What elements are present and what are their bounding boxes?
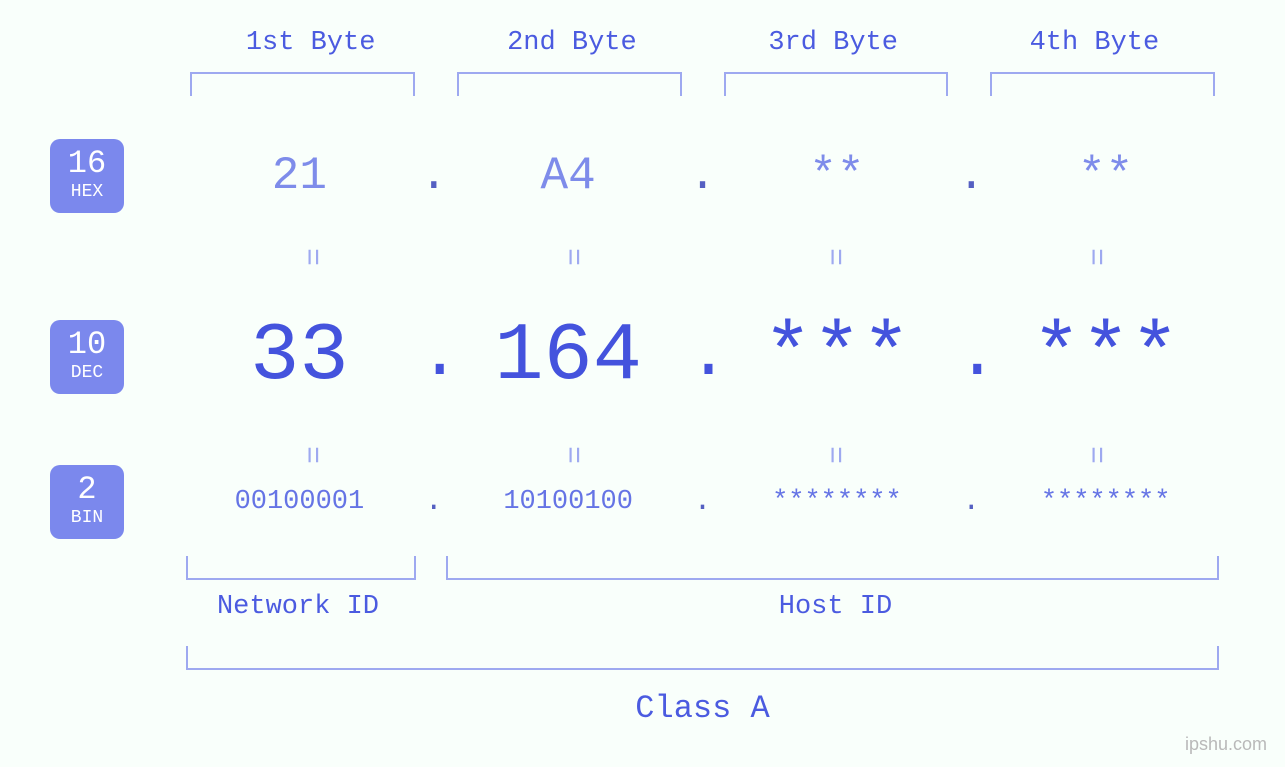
bracket-icon bbox=[446, 556, 1219, 580]
bracket-icon bbox=[990, 72, 1215, 96]
equals-row-1: = = = = bbox=[180, 240, 1225, 274]
separator-dot: . bbox=[956, 150, 986, 202]
bracket-icon bbox=[186, 646, 1219, 670]
bracket-icon bbox=[190, 72, 415, 96]
badge-dec-label: DEC bbox=[71, 363, 103, 385]
badge-dec-number: 10 bbox=[68, 329, 106, 361]
class-bracket-wrap bbox=[186, 646, 1219, 670]
badge-hex: 16 HEX bbox=[50, 139, 124, 213]
bin-byte-1: 00100001 bbox=[180, 487, 419, 517]
equals-icon: = bbox=[294, 324, 328, 585]
separator-dot: . bbox=[956, 317, 986, 396]
badge-hex-number: 16 bbox=[68, 148, 106, 180]
bin-byte-3: ******** bbox=[718, 487, 957, 517]
network-host-brackets bbox=[180, 556, 1225, 580]
bin-byte-2: 10100100 bbox=[449, 487, 688, 517]
badge-bin-label: BIN bbox=[71, 508, 103, 530]
network-id-label: Network ID bbox=[180, 592, 416, 622]
separator-dot: . bbox=[688, 485, 718, 519]
row-bin: 2 BIN 00100001 . 10100100 . ******** . *… bbox=[0, 485, 1285, 519]
byte-header-1: 1st Byte bbox=[180, 28, 441, 58]
byte-header-2: 2nd Byte bbox=[441, 28, 702, 58]
byte-headers-row: 1st Byte 2nd Byte 3rd Byte 4th Byte bbox=[180, 28, 1225, 58]
hex-cells: 21 . A4 . ** . ** bbox=[180, 150, 1225, 202]
bracket-icon bbox=[457, 72, 682, 96]
equals-icon: = bbox=[555, 324, 589, 585]
bin-byte-4: ******** bbox=[986, 487, 1225, 517]
byte-brackets-top bbox=[180, 72, 1225, 96]
bracket-icon bbox=[724, 72, 949, 96]
network-host-labels: Network ID Host ID bbox=[180, 592, 1225, 622]
separator-dot: . bbox=[419, 150, 449, 202]
dec-cells: 33 . 164 . *** . *** bbox=[180, 310, 1225, 403]
bin-cells: 00100001 . 10100100 . ******** . *******… bbox=[180, 485, 1225, 519]
class-label: Class A bbox=[180, 690, 1225, 727]
badge-dec: 10 DEC bbox=[50, 320, 124, 394]
host-id-label: Host ID bbox=[446, 592, 1225, 622]
equals-row-2: = = = = bbox=[180, 438, 1225, 472]
badge-hex-label: HEX bbox=[71, 182, 103, 204]
badge-bin: 2 BIN bbox=[50, 465, 124, 539]
separator-dot: . bbox=[419, 485, 449, 519]
bracket-icon bbox=[186, 556, 416, 580]
equals-icon: = bbox=[816, 324, 850, 585]
separator-dot: . bbox=[419, 317, 449, 396]
separator-dot: . bbox=[688, 150, 718, 202]
equals-icon: = bbox=[1077, 324, 1111, 585]
separator-dot: . bbox=[956, 485, 986, 519]
badge-bin-number: 2 bbox=[77, 474, 96, 506]
watermark: ipshu.com bbox=[1185, 734, 1267, 755]
byte-header-3: 3rd Byte bbox=[703, 28, 964, 58]
byte-header-4: 4th Byte bbox=[964, 28, 1225, 58]
separator-dot: . bbox=[688, 317, 718, 396]
